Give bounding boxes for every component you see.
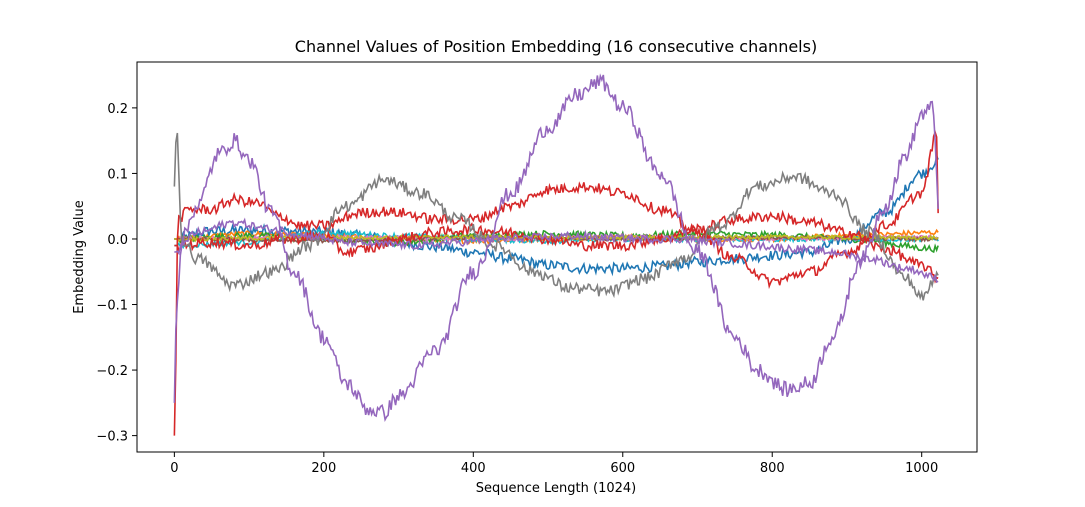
x-tick-label: 1000	[905, 461, 938, 476]
x-tick-label: 600	[610, 461, 635, 476]
series-line-12	[174, 217, 939, 284]
x-axis-label: Sequence Length (1024)	[476, 481, 636, 496]
series-line-8	[173, 129, 939, 436]
y-tick-label: −0.2	[96, 364, 128, 379]
x-tick-label: 800	[760, 461, 785, 476]
x-tick-label: 400	[461, 461, 486, 476]
series-lines	[173, 73, 939, 436]
series-line-9	[174, 209, 939, 284]
series-line-1	[174, 153, 939, 277]
series-line-11	[173, 73, 939, 422]
y-tick-label: 0.1	[107, 167, 128, 182]
y-axis-ticks: −0.3 −0.2 −0.1 0.0 0.1 0.2	[96, 102, 137, 445]
y-tick-label: −0.1	[96, 299, 128, 314]
series-line-10	[173, 132, 939, 301]
y-tick-label: 0.2	[107, 102, 128, 117]
x-axis-ticks: 0 200 400 600 800 1000	[170, 452, 938, 476]
x-tick-label: 0	[170, 461, 178, 476]
x-tick-label: 200	[311, 461, 336, 476]
plot-frame	[136, 61, 978, 453]
y-tick-label: 0.0	[107, 233, 128, 248]
y-tick-label: −0.3	[96, 430, 128, 445]
y-axis-label: Embedding Value	[72, 200, 87, 314]
chart-title: Channel Values of Position Embedding (16…	[295, 37, 817, 56]
